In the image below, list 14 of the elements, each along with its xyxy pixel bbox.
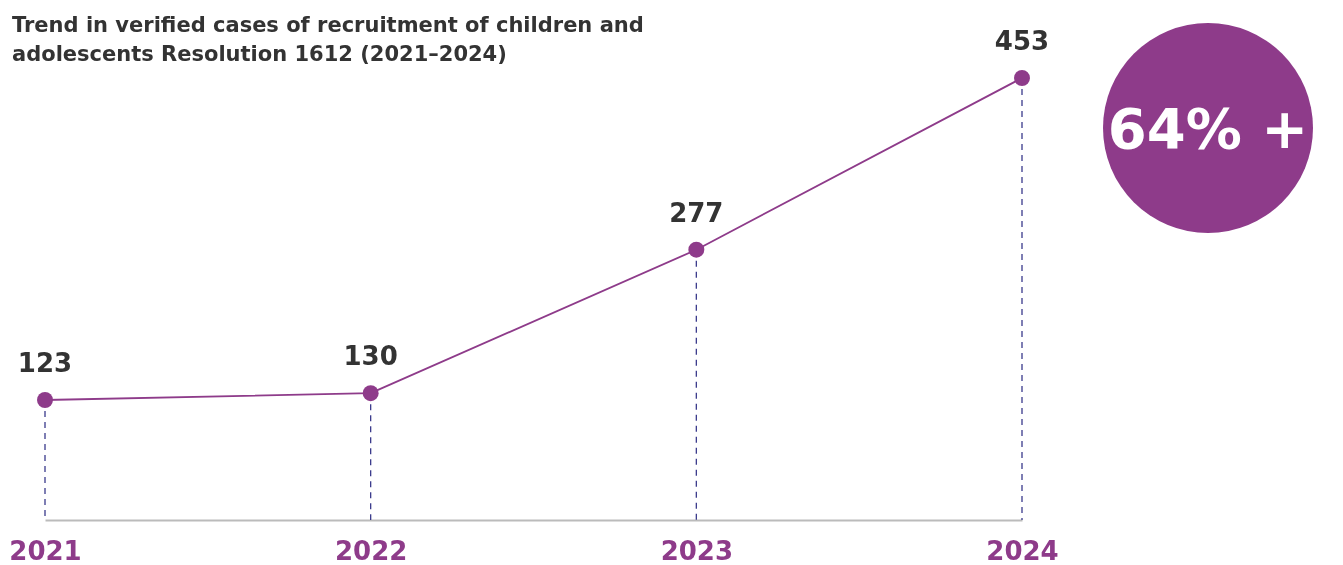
point	[362, 385, 379, 402]
x-tick-label: 2023	[660, 536, 734, 565]
chart-title: Trend in verified cases of recruitment of children and adolescents Resolution 1612 (2021–2024)	[12, 13, 644, 66]
point	[688, 241, 705, 258]
point	[37, 392, 53, 408]
x-tick-label: 2022	[334, 536, 408, 565]
point	[1014, 70, 1030, 86]
x-tick-label: 2024	[986, 536, 1059, 565]
data-label: 277	[669, 197, 724, 228]
data-label: 123	[17, 347, 73, 378]
data-label: 453	[994, 26, 1050, 56]
annotation: 64% +	[1107, 96, 1309, 161]
data-label: 130	[343, 341, 398, 372]
x-tick-label: 2021	[9, 536, 82, 565]
